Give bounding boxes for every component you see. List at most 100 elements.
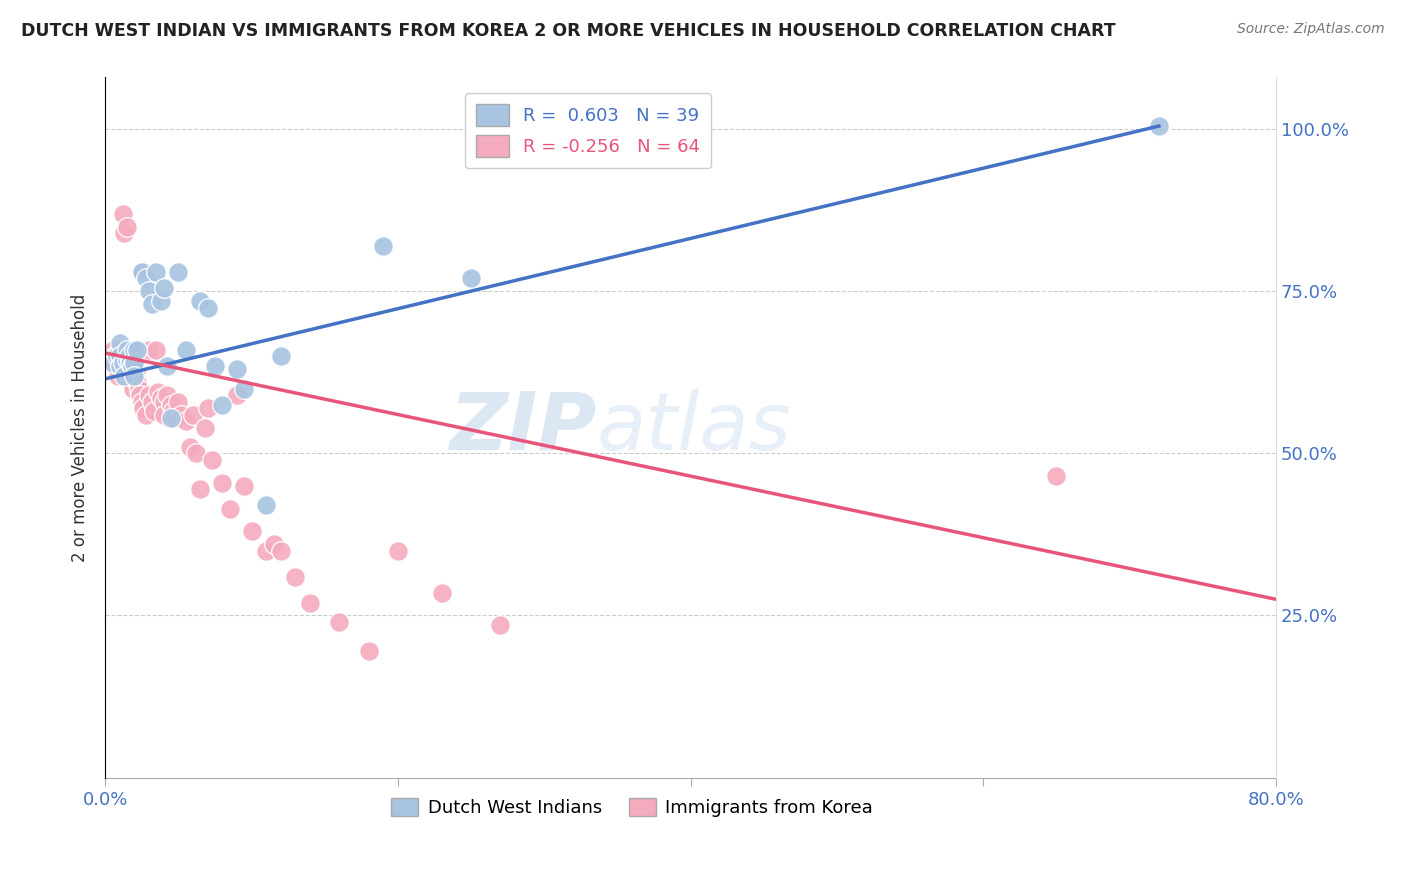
- Point: [188, 294, 211, 309]
- Point: [194, 420, 217, 434]
- Point: [108, 336, 131, 351]
- Point: [179, 440, 201, 454]
- Point: [115, 219, 138, 234]
- Point: [156, 359, 179, 373]
- Point: [145, 265, 167, 279]
- Point: [146, 384, 169, 399]
- Point: [125, 365, 148, 379]
- Point: [160, 410, 183, 425]
- Point: [138, 343, 160, 357]
- Point: [101, 356, 124, 370]
- Text: ZIP: ZIP: [450, 389, 598, 467]
- Point: [197, 401, 219, 415]
- Text: Source: ZipAtlas.com: Source: ZipAtlas.com: [1237, 22, 1385, 37]
- Point: [188, 482, 211, 496]
- Point: [108, 343, 131, 357]
- Point: [127, 343, 149, 357]
- Point: [135, 408, 157, 422]
- Point: [121, 359, 143, 373]
- Point: [184, 446, 207, 460]
- Point: [226, 388, 249, 402]
- Point: [270, 349, 292, 363]
- Point: [120, 368, 142, 383]
- Point: [170, 408, 193, 422]
- Point: [135, 271, 157, 285]
- Point: [387, 543, 409, 558]
- Point: [117, 349, 139, 363]
- Point: [167, 265, 190, 279]
- Point: [152, 408, 174, 422]
- Point: [181, 408, 204, 422]
- Point: [373, 239, 395, 253]
- Point: [204, 359, 226, 373]
- Point: [145, 343, 167, 357]
- Point: [218, 501, 240, 516]
- Legend: Dutch West Indians, Immigrants from Korea: Dutch West Indians, Immigrants from Kore…: [384, 790, 880, 824]
- Point: [138, 285, 160, 299]
- Point: [299, 595, 322, 609]
- Point: [105, 362, 128, 376]
- Point: [165, 410, 187, 425]
- Point: [115, 343, 138, 357]
- Y-axis label: 2 or more Vehicles in Household: 2 or more Vehicles in Household: [72, 293, 89, 562]
- Point: [211, 398, 233, 412]
- Point: [141, 297, 163, 311]
- Point: [120, 356, 142, 370]
- Point: [152, 394, 174, 409]
- Point: [124, 343, 146, 357]
- Point: [160, 398, 183, 412]
- Point: [489, 618, 512, 632]
- Point: [115, 352, 138, 367]
- Point: [284, 569, 307, 583]
- Point: [174, 343, 197, 357]
- Point: [103, 356, 125, 370]
- Point: [115, 352, 138, 367]
- Point: [357, 644, 380, 658]
- Point: [174, 414, 197, 428]
- Point: [460, 271, 482, 285]
- Point: [162, 404, 184, 418]
- Point: [270, 543, 292, 558]
- Point: [127, 375, 149, 389]
- Point: [105, 349, 128, 363]
- Point: [201, 453, 224, 467]
- Text: atlas: atlas: [598, 389, 792, 467]
- Point: [107, 368, 129, 383]
- Point: [167, 394, 190, 409]
- Point: [240, 524, 263, 539]
- Point: [149, 392, 172, 406]
- Point: [328, 615, 350, 629]
- Point: [108, 356, 131, 370]
- Point: [131, 265, 153, 279]
- Point: [211, 475, 233, 490]
- Point: [142, 404, 165, 418]
- Point: [101, 343, 124, 357]
- Point: [197, 301, 219, 315]
- Point: [226, 362, 249, 376]
- Point: [263, 537, 285, 551]
- Point: [121, 375, 143, 389]
- Point: [233, 382, 256, 396]
- Point: [104, 349, 127, 363]
- Point: [124, 368, 146, 383]
- Point: [1045, 469, 1067, 483]
- Point: [108, 349, 131, 363]
- Point: [138, 388, 160, 402]
- Point: [112, 226, 135, 240]
- Point: [254, 498, 277, 512]
- Point: [124, 343, 146, 357]
- Point: [111, 206, 134, 220]
- Point: [141, 394, 163, 409]
- Point: [152, 281, 174, 295]
- Point: [122, 382, 145, 396]
- Text: DUTCH WEST INDIAN VS IMMIGRANTS FROM KOREA 2 OR MORE VEHICLES IN HOUSEHOLD CORRE: DUTCH WEST INDIAN VS IMMIGRANTS FROM KOR…: [21, 22, 1116, 40]
- Point: [156, 388, 179, 402]
- Point: [117, 362, 139, 376]
- Point: [430, 586, 453, 600]
- Point: [233, 479, 256, 493]
- Point: [132, 401, 155, 415]
- Point: [254, 543, 277, 558]
- Point: [108, 359, 131, 373]
- Point: [129, 388, 152, 402]
- Point: [131, 394, 153, 409]
